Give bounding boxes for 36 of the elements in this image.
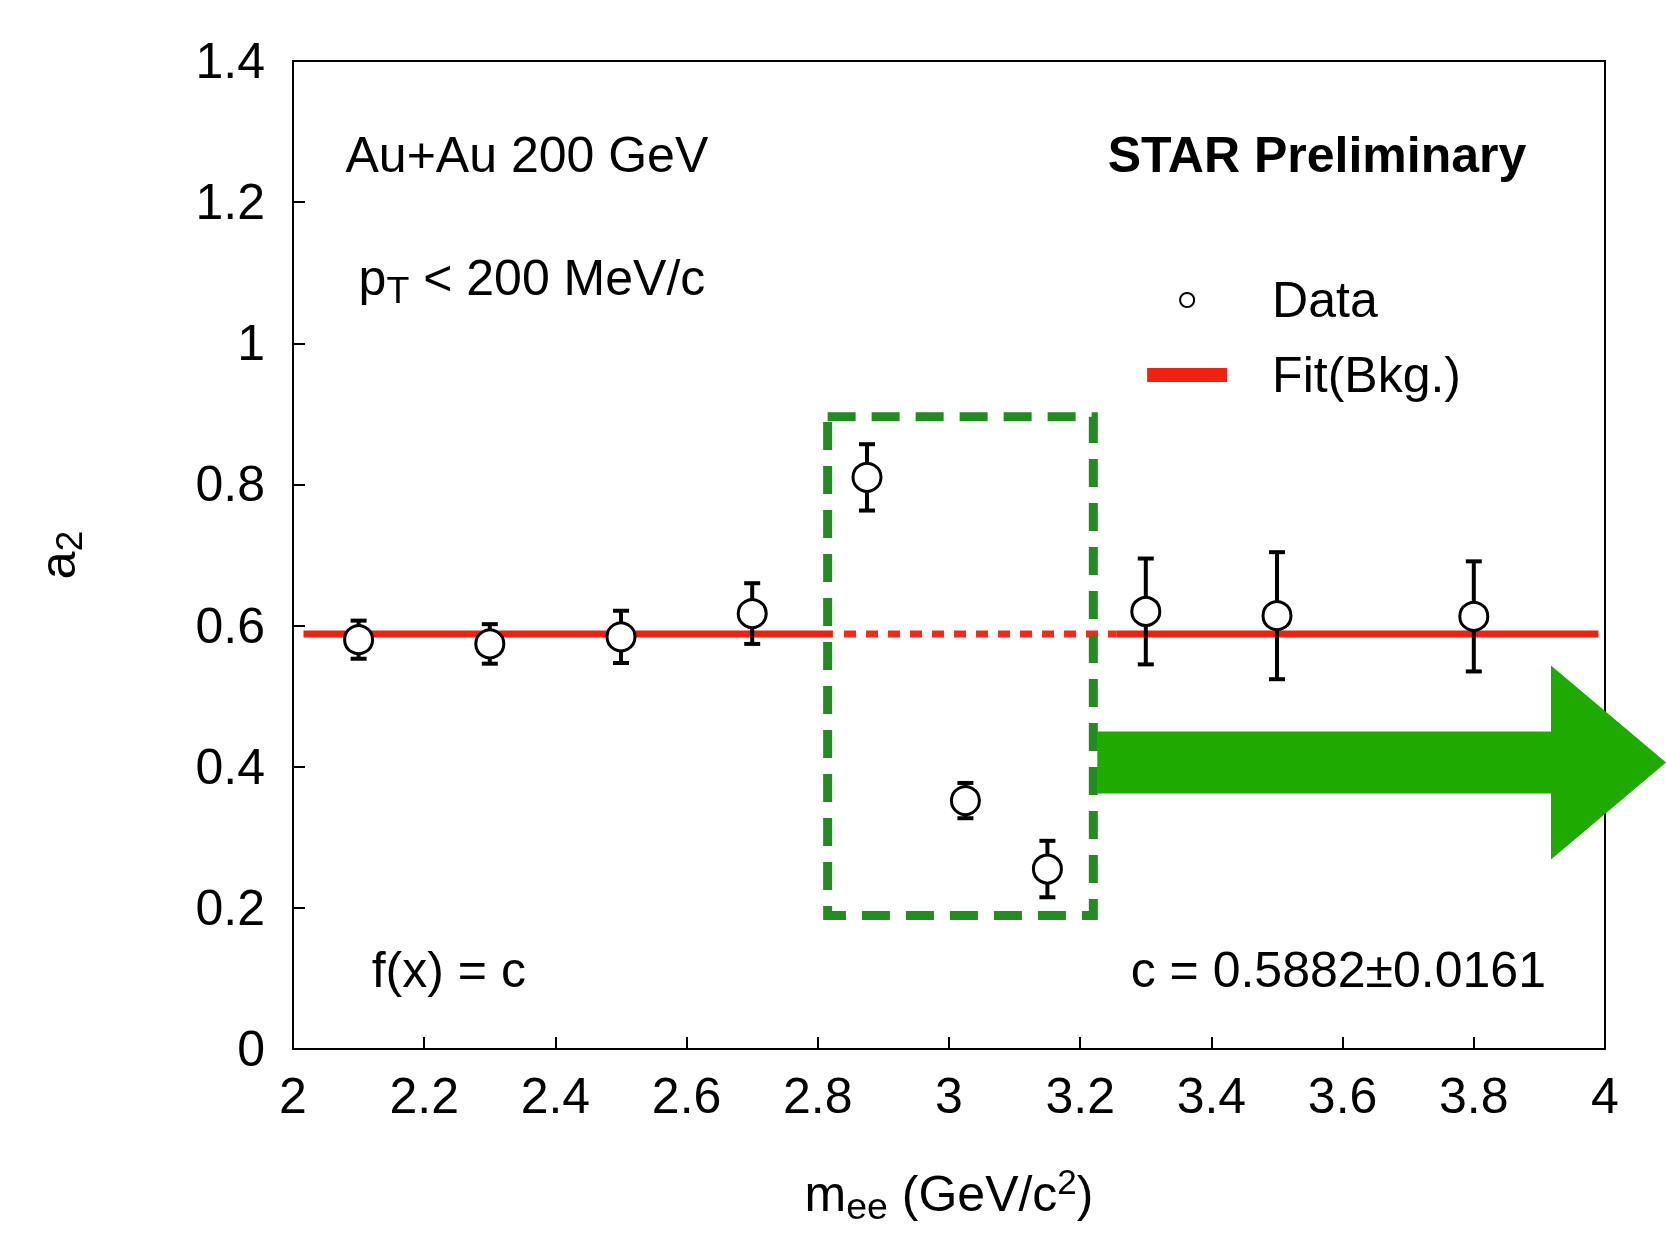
- x-tick-label: 4: [1591, 1068, 1619, 1124]
- annotation: Au+Au 200 GeV: [345, 126, 709, 183]
- point: [474, 628, 506, 660]
- x-tick-label: 2.8: [783, 1068, 853, 1124]
- point: [1031, 853, 1063, 885]
- point: [1130, 595, 1162, 627]
- y-tick-label: 0.2: [195, 879, 265, 936]
- point: [343, 624, 375, 656]
- point: [736, 598, 768, 630]
- y-tick-label: 1.2: [195, 174, 265, 231]
- y-tick-label: 0.8: [195, 456, 265, 513]
- x-tick-label: 3: [935, 1068, 963, 1124]
- x-tick-label: 3.6: [1307, 1068, 1378, 1124]
- y-tick-label: 0: [237, 1021, 265, 1077]
- legend-label: Data: [1272, 272, 1378, 328]
- y-tick-label: 0.6: [195, 597, 265, 654]
- legend-label: Fit(Bkg.): [1272, 347, 1462, 403]
- point: [605, 621, 637, 653]
- y-axis-title: a2: [29, 530, 90, 580]
- x-tick-label: 3.4: [1176, 1068, 1247, 1124]
- annotation: c = 0.5882±0.0161: [1130, 941, 1546, 998]
- annotation: f(x) = c: [371, 941, 526, 998]
- x-tick-label: 2.6: [651, 1068, 722, 1124]
- x-tick-label: 2: [279, 1068, 307, 1124]
- y-tick-label: 1: [237, 315, 265, 372]
- x-tick-label: 2.4: [520, 1068, 591, 1124]
- x-tick-label: 3.8: [1439, 1068, 1509, 1124]
- point: [1458, 600, 1490, 632]
- y-tick-label: 1.4: [195, 33, 265, 89]
- y-tick-label: 0.4: [195, 738, 265, 795]
- point: [1261, 600, 1293, 632]
- x-tick-label: 3.2: [1045, 1068, 1115, 1124]
- point: [949, 785, 981, 817]
- point: [851, 461, 883, 493]
- annotation: STAR Preliminary: [1107, 126, 1527, 183]
- x-tick-label: 2.2: [389, 1068, 459, 1124]
